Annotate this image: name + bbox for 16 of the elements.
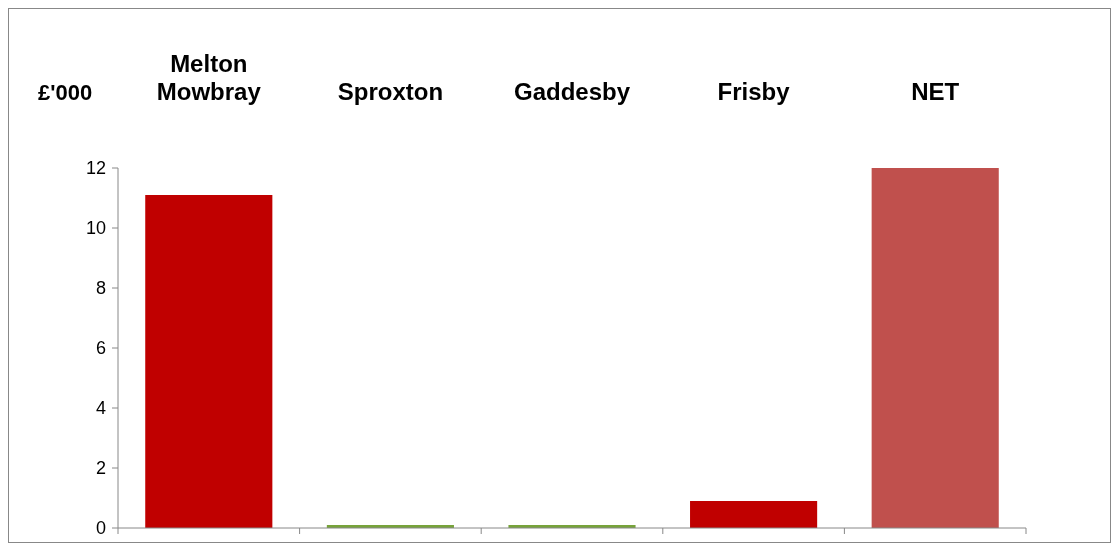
y-axis-title: £'000: [38, 80, 93, 105]
y-tick-label: 4: [95, 398, 106, 419]
x-tick-label: Melton Mowbray: [156, 50, 262, 105]
y-tick-label: 8: [95, 278, 106, 299]
y-tick-label: 10: [85, 218, 106, 239]
bar: [871, 168, 999, 528]
x-tick-label: Frisby: [717, 78, 791, 105]
y-tick-label: 0: [95, 518, 106, 539]
x-tick-label: Sproxton: [337, 78, 444, 105]
y-tick-label: 2: [95, 458, 106, 479]
bar: [145, 195, 273, 528]
x-tick-label: Gaddesby: [513, 78, 631, 105]
x-tick-label: NET: [911, 78, 960, 105]
y-tick-label: 12: [85, 158, 106, 179]
bar: [690, 501, 818, 528]
y-tick-label: 6: [95, 338, 106, 359]
